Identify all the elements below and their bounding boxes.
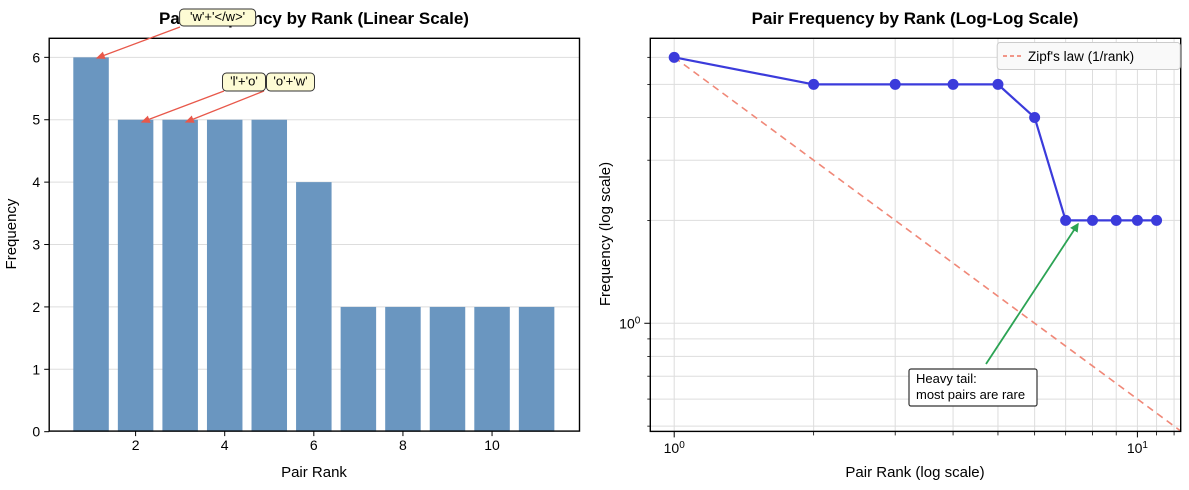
svg-text:6: 6: [310, 437, 318, 453]
svg-text:2: 2: [132, 437, 140, 453]
svg-text:'o'+'w': 'o'+'w': [273, 74, 307, 89]
svg-text:5: 5: [32, 112, 40, 128]
svg-text:'w'+'</w>': 'w'+'</w>': [190, 9, 245, 24]
svg-text:Pair Rank (log scale): Pair Rank (log scale): [845, 464, 984, 481]
svg-text:2: 2: [32, 299, 40, 315]
svg-text:most pairs are rare: most pairs are rare: [916, 387, 1025, 402]
svg-text:3: 3: [32, 237, 40, 253]
svg-text:1: 1: [32, 361, 40, 377]
svg-text:Zipf's law (1/rank): Zipf's law (1/rank): [1028, 49, 1134, 64]
svg-text:Frequency (log scale): Frequency (log scale): [597, 162, 614, 306]
svg-text:6: 6: [32, 49, 40, 65]
svg-text:8: 8: [399, 437, 407, 453]
svg-text:Frequency: Frequency: [3, 198, 20, 269]
svg-text:4: 4: [221, 437, 229, 453]
svg-text:Heavy tail:: Heavy tail:: [916, 371, 977, 386]
svg-text:'l'+'o': 'l'+'o': [230, 74, 258, 89]
svg-text:0: 0: [32, 424, 40, 440]
svg-text:Pair Rank: Pair Rank: [281, 464, 347, 481]
svg-text:Pair Frequency by Rank (Log-Lo: Pair Frequency by Rank (Log-Log Scale): [752, 9, 1079, 28]
svg-text:4: 4: [32, 174, 40, 190]
svg-text:10: 10: [484, 437, 500, 453]
